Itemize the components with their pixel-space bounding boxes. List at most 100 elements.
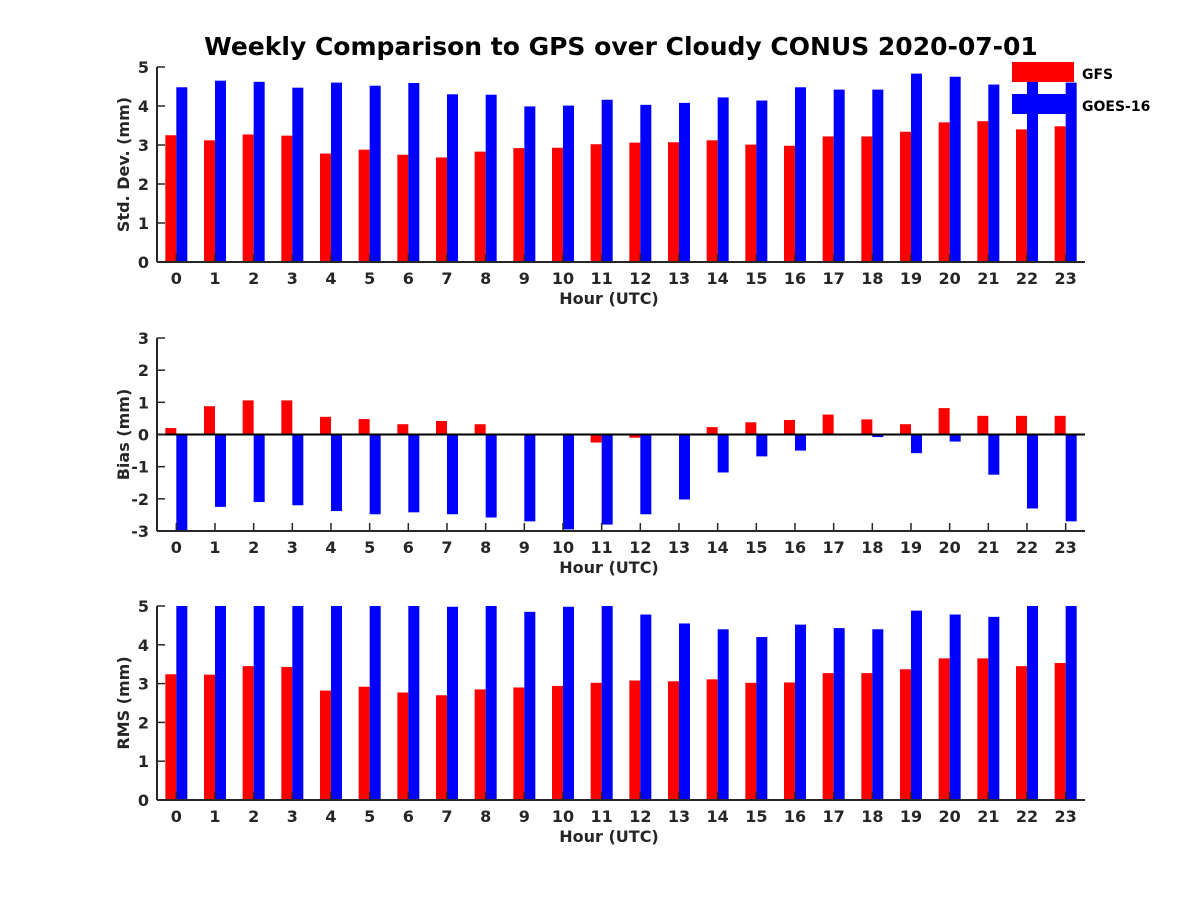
x-tick-label: 23 [1055, 807, 1077, 826]
x-tick-label: 21 [977, 807, 999, 826]
y-tick-label: 0 [138, 791, 149, 810]
chart-title: Weekly Comparison to GPS over Cloudy CON… [204, 32, 1038, 61]
bar-goes-16-0 [176, 434, 188, 531]
x-tick-label: 14 [707, 538, 729, 557]
bar-gfs-0 [165, 135, 177, 262]
bar-goes-16-5 [369, 434, 381, 515]
bar-gfs-4 [320, 416, 331, 435]
y-tick-label: -1 [131, 458, 149, 477]
x-tick-label: 21 [977, 538, 999, 557]
bar-goes-16-12 [640, 434, 652, 515]
bar-gfs-15 [745, 422, 757, 435]
bar-gfs-0 [165, 428, 177, 435]
x-tick-label: 0 [171, 807, 182, 826]
bar-goes-16-11 [601, 434, 613, 525]
x-axis-label: Hour (UTC) [559, 558, 659, 577]
bar-goes-16-22 [1027, 81, 1038, 263]
x-tick-label: 18 [861, 538, 883, 557]
x-tick-label: 1 [209, 807, 220, 826]
x-tick-label: 23 [1055, 269, 1077, 288]
bar-gfs-18 [861, 419, 873, 435]
bar-gfs-13 [668, 142, 679, 262]
x-tick-label: 12 [629, 807, 651, 826]
bar-goes-16-12 [640, 614, 652, 800]
y-tick-label: -2 [131, 490, 149, 509]
x-tick-label: 16 [784, 807, 806, 826]
bar-goes-16-13 [679, 102, 690, 262]
bar-gfs-11 [590, 144, 602, 262]
bar-goes-16-14 [717, 434, 729, 473]
x-tick-label: 3 [287, 538, 298, 557]
y-tick-label: 2 [138, 175, 149, 194]
bar-goes-16-13 [679, 434, 690, 500]
bar-goes-16-18 [872, 629, 884, 800]
bar-gfs-1 [204, 140, 215, 262]
x-tick-label: 11 [591, 269, 613, 288]
x-tick-label: 4 [325, 269, 336, 288]
x-tick-label: 20 [939, 807, 961, 826]
x-tick-label: 2 [248, 807, 259, 826]
bar-goes-16-18 [872, 89, 884, 263]
x-tick-label: 21 [977, 269, 999, 288]
bar-gfs-1 [204, 674, 215, 800]
x-tick-label: 20 [939, 538, 961, 557]
bar-goes-16-13 [679, 623, 690, 800]
bar-gfs-14 [706, 427, 718, 435]
y-tick-label: 1 [138, 393, 149, 412]
bar-gfs-6 [397, 692, 409, 800]
bar-gfs-17 [822, 136, 834, 262]
bar-goes-16-1 [215, 434, 226, 507]
bar-gfs-15 [745, 144, 757, 262]
bar-goes-16-19 [911, 434, 922, 454]
bar-gfs-3 [281, 135, 293, 262]
bar-goes-16-2 [253, 81, 265, 262]
bar-goes-16-23 [1065, 434, 1077, 522]
x-tick-label: 11 [591, 807, 613, 826]
bar-goes-16-15 [756, 434, 768, 457]
y-tick-label: 1 [138, 214, 149, 233]
x-tick-label: 6 [403, 538, 414, 557]
bar-goes-16-22 [1027, 434, 1038, 509]
bar-gfs-10 [552, 147, 563, 262]
bar-goes-16-8 [485, 606, 497, 800]
bar-goes-16-10 [563, 105, 574, 262]
x-tick-label: 13 [668, 807, 690, 826]
x-tick-label: 10 [552, 538, 574, 557]
x-tick-label: 9 [519, 538, 530, 557]
x-tick-label: 0 [171, 269, 182, 288]
bar-gfs-8 [474, 689, 486, 800]
x-tick-label: 5 [364, 807, 375, 826]
bar-goes-16-16 [795, 434, 806, 451]
x-tick-label: 7 [441, 538, 452, 557]
bar-gfs-15 [745, 682, 757, 800]
bar-gfs-20 [938, 122, 950, 262]
bar-gfs-4 [320, 153, 331, 262]
x-tick-label: 8 [480, 538, 491, 557]
bar-goes-16-2 [253, 606, 265, 800]
bar-goes-16-15 [756, 100, 768, 262]
bar-goes-16-20 [949, 614, 961, 800]
x-tick-label: 19 [900, 269, 922, 288]
bar-goes-16-5 [369, 85, 381, 262]
bar-gfs-6 [397, 424, 409, 435]
bar-gfs-5 [358, 419, 370, 435]
bar-gfs-19 [900, 669, 911, 800]
x-tick-label: 6 [403, 269, 414, 288]
bar-gfs-8 [474, 151, 486, 262]
bar-gfs-22 [1016, 415, 1027, 435]
y-axis-label: RMS (mm) [114, 656, 133, 749]
bar-goes-16-7 [447, 94, 458, 262]
x-tick-label: 17 [823, 269, 845, 288]
legend-label-gfs: GFS [1082, 67, 1113, 83]
bar-goes-16-17 [833, 89, 845, 263]
y-tick-label: 4 [138, 636, 149, 655]
x-tick-label: 22 [1016, 538, 1038, 557]
bar-gfs-7 [436, 420, 447, 435]
bar-goes-16-10 [563, 434, 574, 530]
bar-goes-16-14 [717, 629, 729, 800]
x-tick-label: 2 [248, 269, 259, 288]
bar-gfs-20 [938, 658, 950, 800]
bar-goes-16-10 [563, 606, 574, 800]
